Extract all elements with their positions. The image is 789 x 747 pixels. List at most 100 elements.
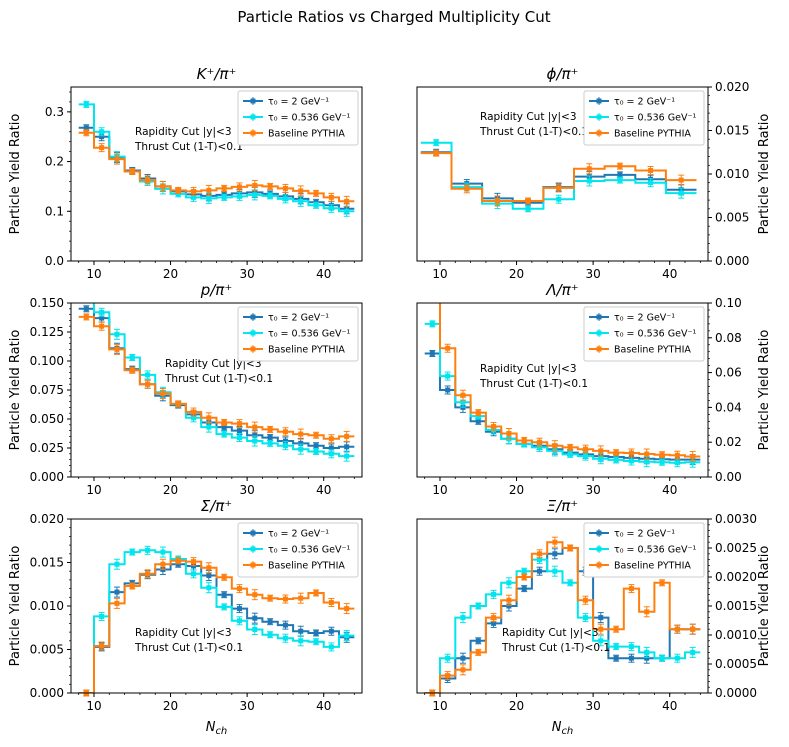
data-point: [191, 415, 197, 421]
x-tick-label: 10: [86, 483, 101, 497]
annotation-text: Thrust Cut (1-T)<0.1: [134, 642, 243, 654]
data-point: [475, 638, 481, 644]
legend-label: τ₀ = 2 GeV⁻¹: [614, 529, 675, 540]
y-tick-label: 0.000: [30, 686, 64, 700]
data-point: [344, 453, 350, 459]
data-point: [648, 168, 654, 174]
x-tick-label: 20: [163, 699, 178, 713]
legend-box: [237, 306, 359, 362]
x-axis-label: Nch: [206, 720, 228, 737]
legend-label: τ₀ = 2 GeV⁻¹: [614, 313, 675, 324]
data-point: [475, 649, 481, 655]
legend-label: τ₀ = 0.536 GeV⁻¹: [614, 329, 696, 340]
legend-marker: [596, 130, 602, 136]
annotation-text: Rapidity Cut |y|<3: [502, 627, 599, 639]
legend-label: τ₀ = 0.536 GeV⁻¹: [614, 113, 696, 124]
legend-marker: [596, 330, 602, 336]
y-tick-label: 0.050: [30, 412, 64, 426]
y-tick-label: 0.10: [715, 296, 742, 310]
data-point: [344, 208, 350, 214]
data-point: [252, 182, 258, 188]
data-point: [99, 643, 105, 649]
data-point: [328, 628, 334, 634]
data-point: [236, 428, 242, 434]
data-point: [313, 590, 319, 596]
y-tick-label: 0.015: [30, 556, 64, 570]
legend-marker: [250, 114, 256, 120]
data-point: [491, 591, 497, 597]
data-point: [298, 595, 304, 601]
data-point: [552, 551, 558, 557]
y-tick-label: 0.020: [715, 80, 749, 94]
y-tick-label: 0.00: [715, 470, 742, 484]
figure-title: Particle Ratios vs Charged Multiplicity …: [237, 8, 550, 26]
data-point: [644, 459, 650, 465]
data-point: [206, 565, 212, 571]
legend-label: Baseline PYTHIA: [268, 129, 345, 140]
data-point: [221, 194, 227, 200]
y-tick-label: 0.06: [715, 366, 742, 380]
data-point: [267, 193, 273, 199]
data-point: [537, 551, 543, 557]
data-point: [433, 140, 439, 146]
data-point: [252, 438, 258, 444]
annotation-text: Thrust Cut (1-T)<0.1: [479, 126, 588, 138]
legend-label: τ₀ = 0.536 GeV⁻¹: [268, 329, 350, 340]
data-point: [83, 130, 89, 136]
data-point: [298, 431, 304, 437]
data-point: [99, 134, 105, 140]
data-point: [252, 592, 258, 598]
x-tick-label: 30: [585, 483, 600, 497]
data-point: [252, 432, 258, 438]
legend-marker: [250, 98, 256, 104]
y-axis-label: Particle Yield Ratio: [8, 330, 23, 451]
data-point: [313, 630, 319, 636]
legend-box: [583, 522, 705, 578]
data-point: [298, 440, 304, 446]
y-tick-label: 0.02: [715, 435, 742, 449]
legend-marker: [596, 114, 602, 120]
legend-box: [583, 306, 705, 362]
annotation-text: Rapidity Cut |y|<3: [135, 627, 232, 639]
legend-marker: [250, 546, 256, 552]
data-point: [99, 309, 105, 315]
data-point: [429, 350, 435, 356]
y-tick-label: 0.150: [30, 296, 64, 310]
data-point: [628, 458, 634, 464]
data-point: [145, 372, 151, 378]
data-point: [445, 373, 451, 379]
series-tau-0536-line: [424, 322, 701, 464]
data-point: [114, 589, 120, 595]
data-point: [328, 205, 334, 211]
data-point: [678, 190, 684, 196]
y-tick-label: 0.100: [30, 354, 64, 368]
annotation-text: Rapidity Cut |y|<3: [135, 126, 232, 138]
data-point: [160, 549, 166, 555]
data-point: [567, 444, 573, 450]
series-pythia-line: [78, 559, 355, 693]
data-point: [494, 198, 500, 204]
data-point: [475, 603, 481, 609]
data-point: [328, 644, 334, 650]
data-point: [282, 438, 288, 444]
data-point: [460, 667, 466, 673]
data-point: [598, 626, 604, 632]
y-tick-label: 0.3: [45, 105, 64, 119]
x-tick-label: 10: [432, 267, 447, 281]
y-tick-label: 0.1: [45, 204, 64, 218]
data-point: [521, 574, 527, 580]
data-point: [475, 418, 481, 424]
x-axis-label-subscript: ch: [215, 726, 227, 737]
legend-label: τ₀ = 2 GeV⁻¹: [268, 97, 329, 108]
data-point: [344, 444, 350, 450]
data-point: [252, 626, 258, 632]
data-point: [206, 195, 212, 201]
y-tick-label: 0.125: [30, 325, 64, 339]
data-point: [628, 450, 634, 456]
data-point: [191, 559, 197, 565]
data-point: [129, 367, 135, 373]
data-point: [267, 440, 273, 446]
data-point: [298, 628, 304, 634]
series-pythia-line: [78, 315, 355, 440]
